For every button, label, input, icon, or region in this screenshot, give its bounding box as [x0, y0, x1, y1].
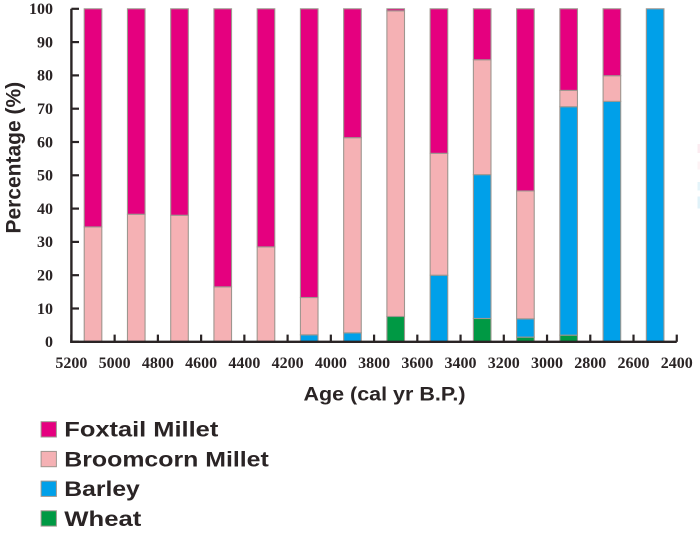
svg-text:Percentage (%): Percentage (%) — [3, 82, 26, 234]
svg-text:Broomcorn Millet: Broomcorn Millet — [64, 448, 268, 471]
svg-text:4200: 4200 — [272, 355, 304, 372]
svg-text:2400: 2400 — [661, 355, 693, 372]
svg-text:0: 0 — [45, 334, 53, 351]
svg-text:2600: 2600 — [618, 355, 650, 372]
svg-text:5000: 5000 — [99, 355, 131, 372]
svg-text:4000: 4000 — [315, 355, 347, 372]
svg-text:70: 70 — [37, 101, 53, 118]
svg-text:3000: 3000 — [531, 355, 563, 372]
svg-text:100: 100 — [29, 1, 53, 18]
svg-text:Wheat: Wheat — [64, 508, 141, 531]
svg-text:4400: 4400 — [228, 355, 260, 372]
svg-text:3400: 3400 — [445, 355, 477, 372]
svg-text:Foxtail Millet: Foxtail Millet — [64, 419, 218, 442]
svg-text:Age (cal yr B.P.): Age (cal yr B.P.) — [304, 383, 466, 405]
svg-text:3200: 3200 — [488, 355, 520, 372]
svg-text:20: 20 — [37, 268, 53, 285]
svg-text:2800: 2800 — [574, 355, 606, 372]
svg-text:40: 40 — [37, 201, 53, 218]
svg-text:4800: 4800 — [142, 355, 174, 372]
svg-text:90: 90 — [37, 34, 53, 51]
svg-text:50: 50 — [37, 168, 53, 185]
svg-text:80: 80 — [37, 68, 53, 85]
svg-text:3600: 3600 — [401, 355, 433, 372]
svg-text:5200: 5200 — [55, 355, 87, 372]
svg-text:3800: 3800 — [358, 355, 390, 372]
svg-text:4600: 4600 — [185, 355, 217, 372]
svg-text:60: 60 — [37, 134, 53, 151]
svg-text:Barley: Barley — [64, 478, 140, 501]
svg-text:10: 10 — [37, 301, 53, 318]
svg-text:30: 30 — [37, 234, 53, 251]
